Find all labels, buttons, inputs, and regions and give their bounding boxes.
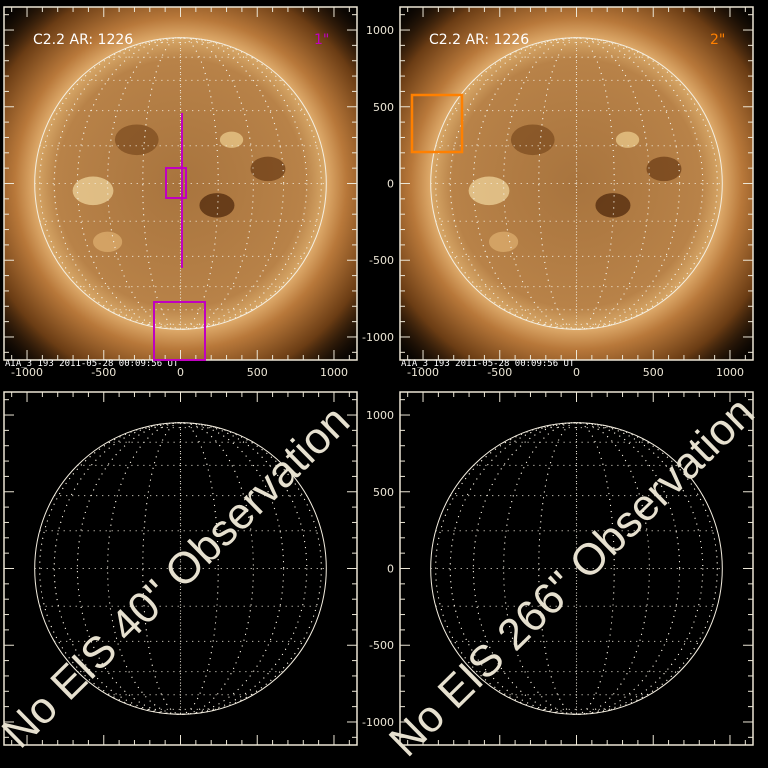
solar-feature — [595, 193, 631, 218]
y-tick-label: 0 — [387, 178, 394, 191]
y-tick-label: 1000 — [366, 24, 394, 37]
longitude-line — [472, 37, 681, 330]
y-tick-label: -500 — [369, 254, 394, 267]
longitude-line — [76, 422, 285, 715]
timestamp: AIA_3 193 2011-05-28 00:09:56 UT — [5, 359, 179, 369]
panel-title: C2.2 AR: 1226 — [429, 32, 529, 48]
y-tick-label: 500 — [373, 101, 394, 114]
x-tick-label: -500 — [91, 366, 116, 379]
longitude-line — [39, 422, 322, 715]
longitude-line — [142, 37, 219, 330]
panel-content — [430, 422, 723, 715]
solar-feature — [468, 176, 510, 206]
y-tick-label: -1000 — [362, 331, 394, 344]
y-tick-label: 1000 — [366, 409, 394, 422]
timestamp: AIA_3 193 2011-05-28 00:09:56 UT — [401, 359, 575, 369]
eis-raster-box-1 — [165, 167, 187, 199]
longitude-line — [449, 37, 704, 330]
longitude-line — [107, 37, 254, 330]
x-tick-label: 1000 — [716, 366, 744, 379]
panel-label: 2" — [710, 32, 725, 48]
longitude-line — [435, 37, 718, 330]
longitude-line — [76, 37, 285, 330]
solar-feature — [219, 131, 244, 148]
longitude-line — [435, 422, 718, 715]
longitude-line — [53, 37, 308, 330]
y-tick-label: -500 — [369, 639, 394, 652]
longitude-line — [107, 422, 254, 715]
solar-feature — [615, 131, 640, 148]
x-tick-label: 0 — [177, 366, 184, 379]
longitude-line — [53, 422, 308, 715]
solar-feature — [199, 193, 235, 218]
solar-feature — [510, 124, 555, 156]
panel-label: 1" — [314, 32, 329, 48]
solar-feature — [250, 156, 286, 182]
y-tick-label: -1000 — [362, 716, 394, 729]
eis-fov-box — [153, 301, 206, 361]
x-tick-label: 0 — [573, 366, 580, 379]
panel-content — [34, 422, 327, 715]
x-tick-label: -500 — [487, 366, 512, 379]
solar-feature — [114, 124, 159, 156]
panel-title: C2.2 AR: 1226 — [33, 32, 133, 48]
longitude-line — [538, 422, 615, 715]
no-observation-text: No EIS 40" Observation — [0, 396, 359, 757]
panel-content — [4, 7, 357, 360]
solar-feature — [646, 156, 682, 182]
panel-1: 10005000-500-1000-1000-50005001000AIA_3 … — [3, 6, 358, 379]
longitude-line — [449, 422, 704, 715]
longitude-line — [472, 422, 681, 715]
x-tick-label: 1000 — [320, 366, 348, 379]
longitude-line — [39, 37, 322, 330]
solar-feature — [489, 231, 519, 253]
x-tick-label: 500 — [247, 366, 268, 379]
panel-content — [400, 7, 753, 360]
no-observation-text: No EIS 266" Observation — [380, 388, 764, 766]
longitude-line — [142, 422, 219, 715]
panel-2: 1000 500 0 -500 -1000 -1000 -500 0 500 1000 AIA_3 … — [362, 6, 754, 379]
solar-feature — [93, 231, 123, 253]
x-tick-label: 500 — [643, 366, 664, 379]
x-tick-label: -1000 — [11, 366, 43, 379]
y-tick-label: 0 — [387, 563, 394, 576]
solar-feature — [72, 176, 114, 206]
x-tick-label: -1000 — [407, 366, 439, 379]
longitude-line — [538, 37, 615, 330]
eis-raster-box-2 — [410, 93, 464, 154]
y-tick-label: 500 — [373, 486, 394, 499]
